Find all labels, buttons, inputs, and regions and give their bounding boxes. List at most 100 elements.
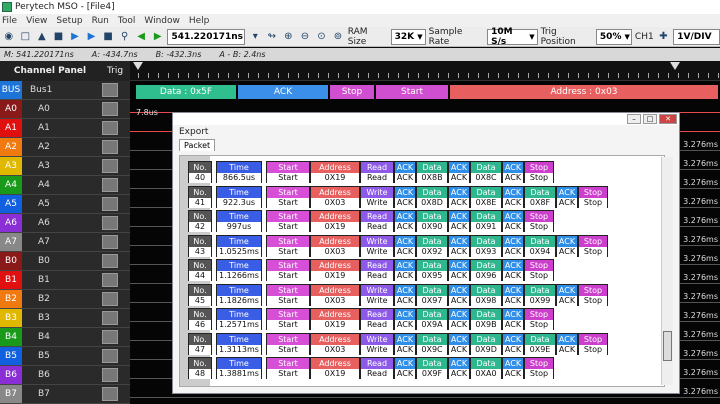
channel-row[interactable]: B0 B0 [0,252,130,271]
trigger-toggle[interactable] [102,159,118,173]
channel-row[interactable]: B6 B6 [0,366,130,385]
channel-row[interactable]: B4 B4 [0,328,130,347]
scrollbar-thumb[interactable] [663,331,672,361]
packet-start: Start Start [266,259,310,281]
export-menu[interactable]: Export [179,127,209,137]
stop-icon[interactable]: ■ [103,31,113,42]
menu-window[interactable]: Window [144,15,180,26]
trigger-toggle[interactable] [102,121,118,135]
channel-label[interactable]: CH1 [634,31,654,42]
bus-segment[interactable]: Address : 0x03 [450,85,718,99]
packet-ack: ACK ACK [502,332,524,355]
channel-row[interactable]: A2 A2 [0,138,130,157]
binoculars-icon[interactable]: ◉ [4,31,14,42]
channel-row[interactable]: B2 B2 [0,290,130,309]
prev-icon[interactable]: ◀ [137,31,145,42]
trig-position-select[interactable]: 50% ▼ [595,28,632,45]
search-icon[interactable]: ⚲ [120,31,129,42]
channel-row[interactable]: A7 A7 [0,233,130,252]
menu-view[interactable]: View [26,15,48,26]
channel-row[interactable]: B1 B1 [0,271,130,290]
minimize-icon[interactable]: – [627,114,641,124]
ram-size-select[interactable]: 32K ▼ [390,28,426,45]
zoom-in-icon[interactable]: ⊕ [284,31,293,42]
trigger-toggle[interactable] [102,235,118,249]
channel-row[interactable]: A4 A4 [0,176,130,195]
menu-help[interactable]: Help [188,15,210,26]
packet-ack: ACK ACK [502,210,524,232]
bus-segment[interactable]: Stop [330,85,374,99]
channel-row[interactable]: BUS Bus1 [0,81,130,100]
new-file-icon[interactable]: □ [20,31,31,42]
restore-icon[interactable]: □ [643,114,657,124]
dropdown-arrow-icon[interactable]: ▾ [252,31,258,42]
packet-ack: ACK ACK [448,332,470,355]
tab-packet[interactable]: Packet [179,139,216,151]
trigger-toggle[interactable] [102,349,118,363]
menu-setup[interactable]: Setup [56,15,83,26]
next-icon[interactable]: ▶ [153,31,162,42]
time-ruler[interactable] [130,61,720,81]
packet-address-header: Address [311,211,359,222]
packet-data-value: 0X9B [471,320,501,330]
trigger-toggle[interactable] [102,387,118,401]
packet-data-value: 0X8E [471,197,501,208]
trigger-toggle[interactable] [102,254,118,268]
ruler-tick [318,73,319,78]
packet-address-header: Address [311,162,359,173]
packet-ack-header: ACK [557,284,577,296]
trigger-toggle[interactable] [102,83,118,97]
trig-position-label: Trig Position [540,26,576,47]
run-icon[interactable]: ▶ [71,31,79,42]
ruler-tick [508,73,509,78]
channel-row[interactable]: A6 A6 [0,214,130,233]
channel-row[interactable]: B5 B5 [0,347,130,366]
ab-delta-value: A - B: 2.4ns [219,50,266,59]
menu-file[interactable]: File [2,15,18,26]
zoom-all-icon[interactable]: ⊚ [333,31,343,42]
trigger-toggle[interactable] [102,311,118,325]
trigger-toggle[interactable] [102,330,118,344]
cursor-icon[interactable]: ↬ [267,31,276,42]
close-icon[interactable]: ✕ [659,114,677,124]
trigger-toggle[interactable] [102,292,118,306]
trigger-toggle[interactable] [102,178,118,192]
vertical-scrollbar[interactable] [661,157,673,385]
packet-start-value: Start [267,197,309,208]
zoom-fit-icon[interactable]: ⊙ [317,31,326,42]
save-icon[interactable]: ■ [53,31,64,42]
trigger-toggle[interactable] [102,368,118,382]
packet-ack-header: ACK [449,162,469,173]
zoom-out-icon[interactable]: ⊖ [300,31,310,42]
trigger-toggle[interactable] [102,197,118,211]
plus-icon[interactable]: ✚ [659,31,668,42]
packet-data: Data 0X8E [470,185,502,208]
cursor-marker-icon[interactable] [670,62,680,70]
open-folder-icon[interactable]: ▲ [38,31,46,42]
channel-row[interactable]: B3 B3 [0,309,130,328]
single-run-icon[interactable]: ▶ [87,31,96,42]
menu-tool[interactable]: Tool [117,15,136,26]
trigger-toggle[interactable] [102,102,118,116]
a-cursor-value: A: -434.7ns [91,50,138,59]
bus-segment[interactable]: Data : 0x5F [136,85,236,99]
channel-row[interactable]: A3 A3 [0,157,130,176]
bus-segment[interactable]: ACK [238,85,328,99]
packet-ack: ACK ACK [502,308,524,330]
channel-row[interactable]: A5 A5 [0,195,130,214]
packet-address: Address 0X19 [310,308,360,330]
channel-row[interactable]: A1 A1 [0,119,130,138]
trigger-toggle[interactable] [102,216,118,230]
ruler-tick [368,73,369,78]
volt-div-select[interactable]: 1V/DIV [673,28,720,45]
trigger-toggle[interactable] [102,140,118,154]
bus-segment[interactable]: Start [376,85,448,99]
sample-rate-select[interactable]: 10M S/s ▼ [487,27,538,47]
trigger-toggle[interactable] [102,273,118,287]
ruler-tick [308,73,309,78]
channel-row[interactable]: A0 A0 [0,100,130,119]
channel-row[interactable]: B7 B7 [0,385,130,404]
menu-run[interactable]: Run [91,15,109,26]
time-position-input[interactable]: 541.220171ns [167,28,246,45]
cursor-marker-icon[interactable] [133,62,143,70]
